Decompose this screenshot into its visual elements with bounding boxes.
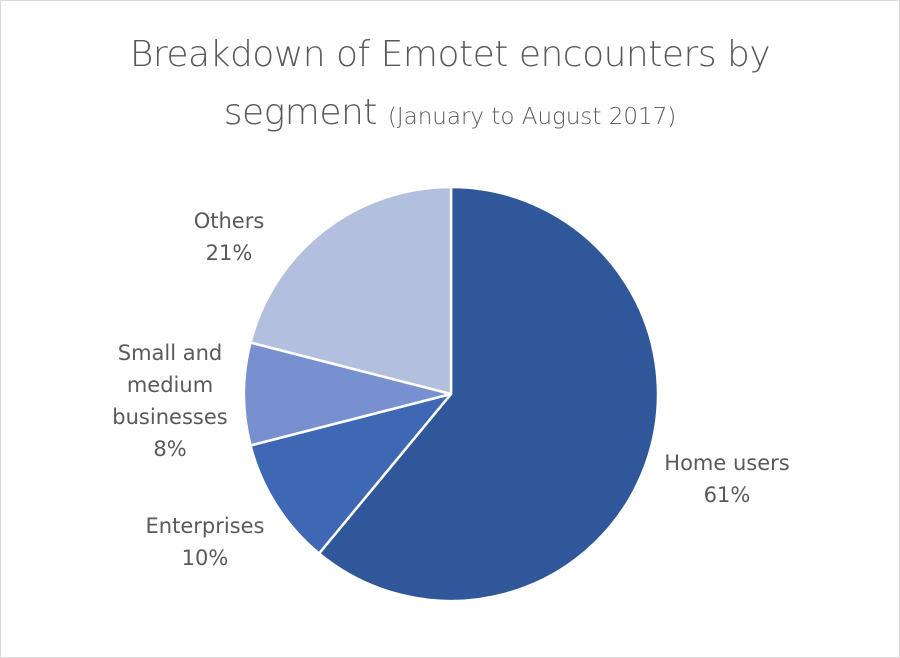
slice-label-line: Small and [118, 341, 223, 365]
slice-label-line: Home users [664, 451, 789, 475]
slice-label-others: Others 21% [194, 209, 265, 265]
slice-label-small-and-medium-businesses: Small and medium businesses 8% [112, 341, 227, 461]
chart-title-line2-main: segment [223, 92, 378, 133]
chart-title-line1: Breakdown of Emotet encounters by [129, 34, 771, 75]
slice-label-line: 8% [153, 437, 186, 461]
slice-label-line: 10% [182, 546, 229, 570]
slice-label-line: 61% [704, 483, 751, 507]
slice-label-line: Enterprises [146, 514, 265, 538]
slice-label-line: Others [194, 209, 265, 233]
slice-label-home-users: Home users 61% [664, 451, 789, 507]
slice-label-line: businesses [112, 405, 227, 429]
slice-label-line: medium [127, 373, 213, 397]
chart-title: Breakdown of Emotet encounters by segmen… [0, 26, 900, 146]
pie-slice-small-and-medium-businesses [242, 341, 453, 447]
chart-title-line2: segment (January to August 2017) [0, 84, 900, 146]
pie-slice-others [249, 185, 453, 396]
slice-label-line: 21% [206, 241, 253, 265]
pie-slice-home-users [317, 185, 660, 603]
chart-subtitle: (January to August 2017) [387, 104, 677, 130]
slice-label-enterprises: Enterprises 10% [146, 514, 265, 570]
